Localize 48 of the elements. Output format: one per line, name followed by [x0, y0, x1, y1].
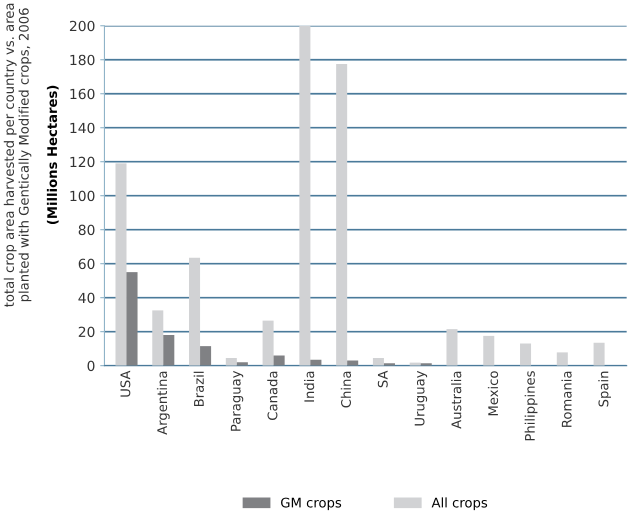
y-tick-label: 140 — [70, 122, 94, 134]
x-tick-label: Argentina — [156, 372, 170, 435]
x-tick-label: China — [340, 372, 351, 408]
x-tick-label: India — [304, 372, 314, 402]
bar — [226, 358, 237, 366]
x-tick-label: Uruguay — [414, 370, 428, 426]
y-tick-label: 60 — [78, 258, 94, 270]
y-tick-label: 100 — [70, 190, 94, 202]
y-tick-label: 160 — [70, 88, 94, 100]
y-axis-title: total crop area harvested per country vs. area planted with Gentically Modified crops, 2006 (Millions Hectares) — [4, 4, 59, 307]
x-tick-label: Brazil — [194, 372, 204, 406]
x-tick-label: Romania — [561, 372, 572, 427]
y-tick-label: 180 — [70, 54, 94, 66]
bar — [115, 163, 127, 366]
y-tick-label: 80 — [78, 224, 94, 236]
y-tick-label: 200 — [70, 20, 94, 32]
bar — [189, 258, 200, 366]
x-tick-label: Spain — [598, 372, 611, 407]
bar — [483, 336, 494, 366]
bar — [446, 329, 458, 366]
x-tick-label: Australia — [451, 372, 462, 429]
x-tick-label: SA — [378, 370, 388, 388]
bar — [372, 358, 384, 366]
legend-label: All crops — [432, 497, 488, 510]
y-tick-label: 40 — [78, 292, 94, 304]
bar — [152, 310, 164, 366]
x-tick-label: Philippines — [524, 371, 538, 440]
bar — [347, 360, 358, 366]
bar — [556, 352, 568, 366]
bar — [310, 360, 322, 366]
bar — [274, 355, 285, 366]
x-tick-label: USA — [120, 370, 130, 397]
bar — [262, 320, 274, 366]
bar — [163, 335, 174, 366]
x-tick-label: Mexico — [488, 371, 498, 416]
bar — [520, 344, 532, 366]
y-tick-label: 0 — [87, 360, 94, 372]
bar — [126, 272, 138, 366]
bar — [410, 362, 421, 366]
x-tick-label: Paraguay — [230, 370, 244, 431]
bar — [336, 64, 348, 366]
bar — [299, 26, 310, 366]
y-tick-label: 120 — [70, 156, 94, 168]
y-tick-label: 20 — [78, 326, 94, 338]
legend-label: GM crops — [281, 498, 342, 510]
x-tick-label: Canada — [267, 372, 278, 420]
bar — [594, 342, 605, 366]
bar — [200, 346, 212, 366]
